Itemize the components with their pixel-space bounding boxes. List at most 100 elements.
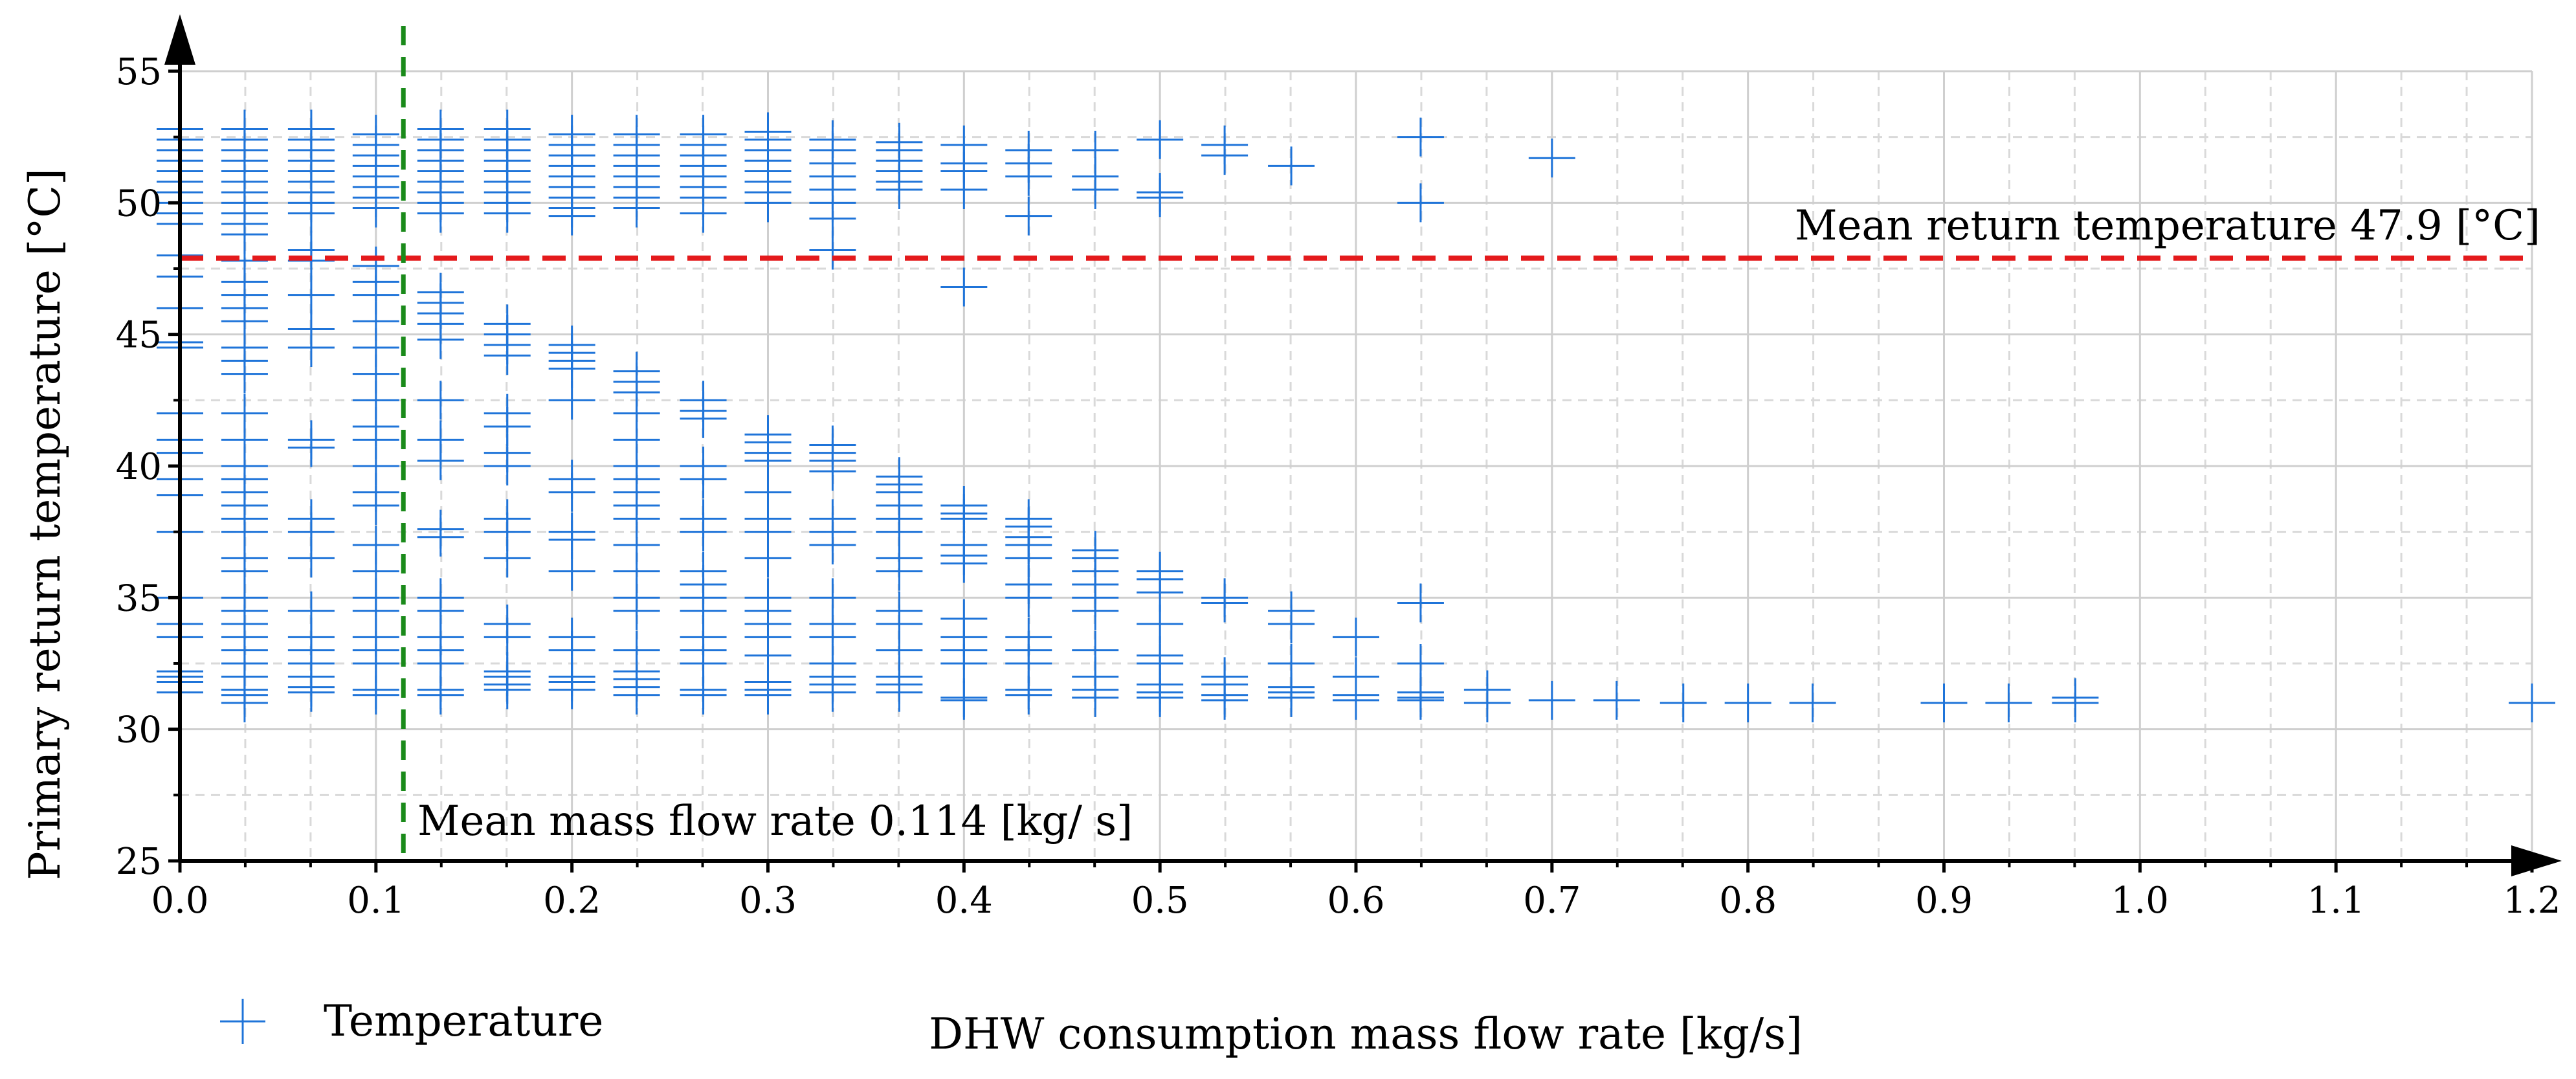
- data-point: [744, 675, 792, 715]
- data-point: [940, 267, 988, 307]
- data-point: [548, 473, 595, 512]
- data-point: [940, 544, 988, 583]
- data-point: [1137, 678, 1184, 717]
- grid-layer: [180, 70, 2533, 861]
- data-point: [287, 241, 335, 280]
- data-point: [548, 115, 595, 154]
- y-tick-label: 35: [116, 577, 162, 619]
- data-point: [1724, 684, 1771, 722]
- data-point: [1528, 680, 1575, 720]
- legend-label: Temperature: [324, 996, 603, 1046]
- data-point: [352, 675, 399, 715]
- data-point: [417, 517, 464, 557]
- data-point: [809, 120, 856, 159]
- data-point: [1397, 583, 1444, 623]
- data-point: [1201, 583, 1249, 623]
- data-point: [876, 551, 923, 591]
- x-tick-label: 0.7: [1523, 880, 1581, 922]
- data-point: [744, 112, 792, 151]
- data-point: [483, 109, 531, 149]
- data-point: [2509, 684, 2555, 722]
- x-tick-label: 0.9: [1915, 880, 1973, 922]
- x-tick-label: 0.4: [935, 880, 993, 922]
- tick-labels: 0.0 0.1 0.2 0.3 0.4 0.5 0.6 0.7 0.8 0.9 1.0 1.1 1.2 2…: [116, 51, 2561, 922]
- data-point: [417, 109, 464, 149]
- x-tick-label: 1.1: [2307, 880, 2365, 922]
- legend: Temperature: [220, 996, 603, 1046]
- data-point: [548, 670, 595, 709]
- data-point: [1005, 675, 1052, 715]
- y-tick-label: 45: [116, 315, 162, 357]
- data-point: [940, 644, 988, 683]
- data-point: [1528, 139, 1575, 178]
- data-point: [809, 452, 856, 491]
- data-point: [1201, 680, 1249, 720]
- legend-marker-plus-icon: [220, 999, 265, 1044]
- data-point: [1333, 617, 1379, 657]
- data-point: [2052, 684, 2099, 722]
- data-point: [1005, 196, 1052, 236]
- data-point: [1397, 680, 1444, 720]
- axes: [164, 14, 2562, 876]
- x-tick-label: 0.1: [347, 880, 405, 922]
- data-point: [680, 512, 727, 551]
- data-point: [548, 551, 595, 591]
- data-point: [680, 675, 727, 715]
- reference-lines: [180, 26, 2532, 861]
- data-point: [876, 673, 923, 712]
- x-tick-label: 0.3: [739, 880, 797, 922]
- data-point: [1593, 680, 1640, 720]
- data-point: [1268, 146, 1315, 186]
- x-tick-label: 1.0: [2111, 880, 2169, 922]
- data-point: [287, 275, 335, 315]
- data-point: [1005, 131, 1052, 170]
- points-layer: [157, 109, 2555, 722]
- x-tick-label: 0.6: [1327, 880, 1384, 922]
- data-point: [613, 115, 660, 154]
- mean-temperature-label: Mean return temperature 47.9 [°C]: [1795, 202, 2540, 250]
- data-point: [1137, 120, 1184, 159]
- data-point: [287, 328, 335, 367]
- x-axis-title: DHW consumption mass flow rate [kg/s]: [929, 1009, 1803, 1059]
- x-axis-arrow-icon: [2511, 845, 2562, 876]
- data-point: [417, 320, 464, 359]
- y-axis-arrow-icon: [164, 14, 195, 65]
- data-point: [221, 684, 268, 722]
- y-axis-title: Primary return temperature [°C]: [20, 168, 70, 880]
- data-point: [1333, 680, 1379, 720]
- data-point: [680, 115, 727, 154]
- y-tick-label: 40: [116, 446, 162, 488]
- data-point: [483, 670, 531, 709]
- data-point: [1789, 684, 1836, 722]
- x-tick-label: 1.2: [2503, 880, 2560, 922]
- data-point: [287, 673, 335, 712]
- data-point: [1005, 578, 1052, 617]
- y-tick-label: 25: [116, 841, 162, 883]
- x-tick-label: 0.0: [151, 880, 208, 922]
- data-point: [287, 539, 335, 578]
- data-point: [1268, 678, 1315, 717]
- x-tick-label: 0.5: [1131, 880, 1189, 922]
- data-point: [613, 675, 660, 715]
- data-point: [221, 109, 268, 149]
- data-point: [680, 460, 727, 499]
- data-point: [1463, 684, 1511, 722]
- data-point: [809, 673, 856, 712]
- data-point: [548, 381, 595, 420]
- data-point: [483, 336, 531, 375]
- data-point: [876, 122, 923, 162]
- mean-flow-label: Mean mass flow rate 0.114 [kg/ s]: [417, 797, 1133, 845]
- data-point: [417, 381, 464, 420]
- data-point: [1072, 131, 1119, 170]
- data-point: [417, 441, 464, 480]
- data-point: [940, 125, 988, 164]
- data-point: [287, 428, 335, 467]
- data-point: [483, 617, 531, 657]
- data-point: [1920, 684, 1968, 722]
- data-point: [1985, 684, 2032, 722]
- data-point: [221, 354, 268, 394]
- data-point: [352, 486, 399, 525]
- data-point: [940, 680, 988, 720]
- data-point: [680, 399, 727, 438]
